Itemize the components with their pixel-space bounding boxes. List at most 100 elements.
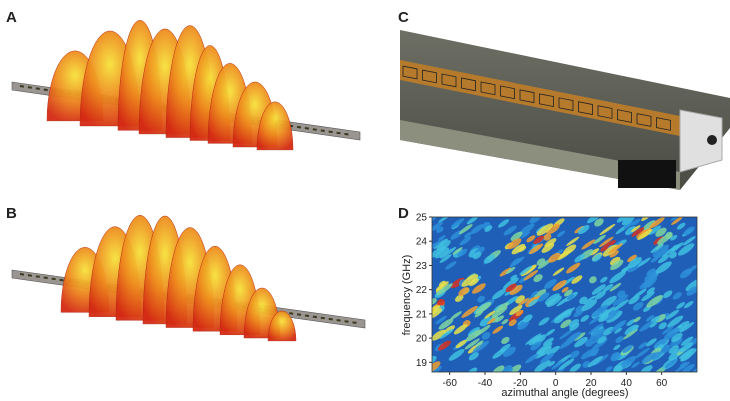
speckle [479, 316, 492, 327]
speckle [662, 290, 673, 299]
cell [480, 81, 496, 96]
x-tick-label: 60 [656, 378, 668, 389]
speckle [561, 287, 569, 293]
cell [500, 85, 515, 100]
speckle [507, 238, 522, 250]
speckle [610, 321, 625, 333]
speckle [589, 276, 597, 284]
speckle [458, 224, 473, 235]
speckle [537, 258, 552, 269]
speckle [644, 270, 659, 282]
speckle [559, 337, 576, 349]
speckle [566, 236, 580, 247]
speckle [631, 218, 641, 226]
speckle [612, 294, 629, 306]
speckle [455, 339, 467, 349]
speckle [528, 298, 539, 307]
speckle [499, 343, 511, 353]
speckle [681, 363, 695, 372]
speckle [639, 365, 653, 372]
speckle [643, 220, 656, 230]
speckle [646, 338, 657, 347]
speckle [443, 325, 455, 334]
cell [461, 77, 476, 92]
speckle [501, 319, 509, 325]
speckle [519, 265, 533, 276]
speckle [658, 322, 667, 330]
y-axis-label: frequency (GHz) [401, 255, 413, 336]
speckle [439, 328, 454, 339]
speckle [529, 217, 541, 224]
speckle [483, 254, 496, 264]
speckle [472, 340, 490, 353]
speckle [564, 289, 573, 297]
speckle [649, 217, 665, 229]
speckle [505, 266, 516, 274]
speckle [648, 225, 662, 236]
speckle [432, 298, 437, 306]
speckle [533, 235, 545, 245]
panel-label: D [398, 205, 409, 222]
speckle [574, 336, 588, 348]
x-axis-label: azimuthal angle (degrees) [501, 387, 628, 399]
speckle [680, 352, 693, 362]
speckle [639, 277, 655, 290]
speckle [631, 225, 641, 233]
speckle [534, 360, 551, 372]
speckle [522, 314, 533, 323]
speckle [609, 282, 622, 292]
speckle [558, 358, 575, 370]
speckle [574, 254, 585, 263]
speckle [544, 279, 557, 289]
speckle [594, 290, 606, 300]
speckle [438, 318, 454, 330]
y-tick-label: 20 [416, 334, 428, 345]
speckle [622, 344, 633, 353]
speckle [609, 250, 619, 258]
lobe [267, 310, 297, 342]
speckle [627, 257, 642, 269]
speckle [597, 336, 607, 344]
speckle [600, 240, 616, 252]
speckle [646, 295, 663, 308]
speckle [552, 267, 565, 276]
speckle [448, 349, 465, 361]
speckle [628, 295, 640, 305]
speckle [523, 270, 539, 281]
speckle [528, 335, 543, 346]
speckle [432, 366, 442, 372]
speckle [655, 227, 667, 237]
speckle [445, 261, 457, 270]
speckle [649, 321, 658, 328]
speckle [511, 243, 526, 255]
speckle [591, 284, 606, 295]
speckle [573, 332, 586, 341]
speckle [685, 278, 697, 292]
speckle [536, 342, 553, 355]
speckle [432, 217, 437, 222]
speckle [676, 302, 686, 309]
speckle [495, 302, 509, 313]
speckle [437, 340, 451, 351]
speckle [568, 319, 580, 328]
speckle [614, 327, 623, 334]
cell [519, 89, 535, 104]
speckle [498, 219, 510, 228]
speckle [586, 217, 602, 224]
speckle [683, 226, 695, 236]
panel-d [431, 216, 698, 373]
speckle [548, 252, 561, 263]
speckle [502, 365, 513, 372]
speckle [599, 223, 616, 236]
speckle [432, 241, 441, 250]
speckle [682, 236, 696, 246]
speckle [631, 361, 640, 369]
speckle [585, 339, 594, 347]
speckle [646, 287, 656, 294]
speckle [470, 224, 484, 235]
speckle [556, 230, 566, 238]
speckle [581, 239, 596, 250]
speckle [571, 275, 583, 284]
speckle [530, 290, 539, 297]
